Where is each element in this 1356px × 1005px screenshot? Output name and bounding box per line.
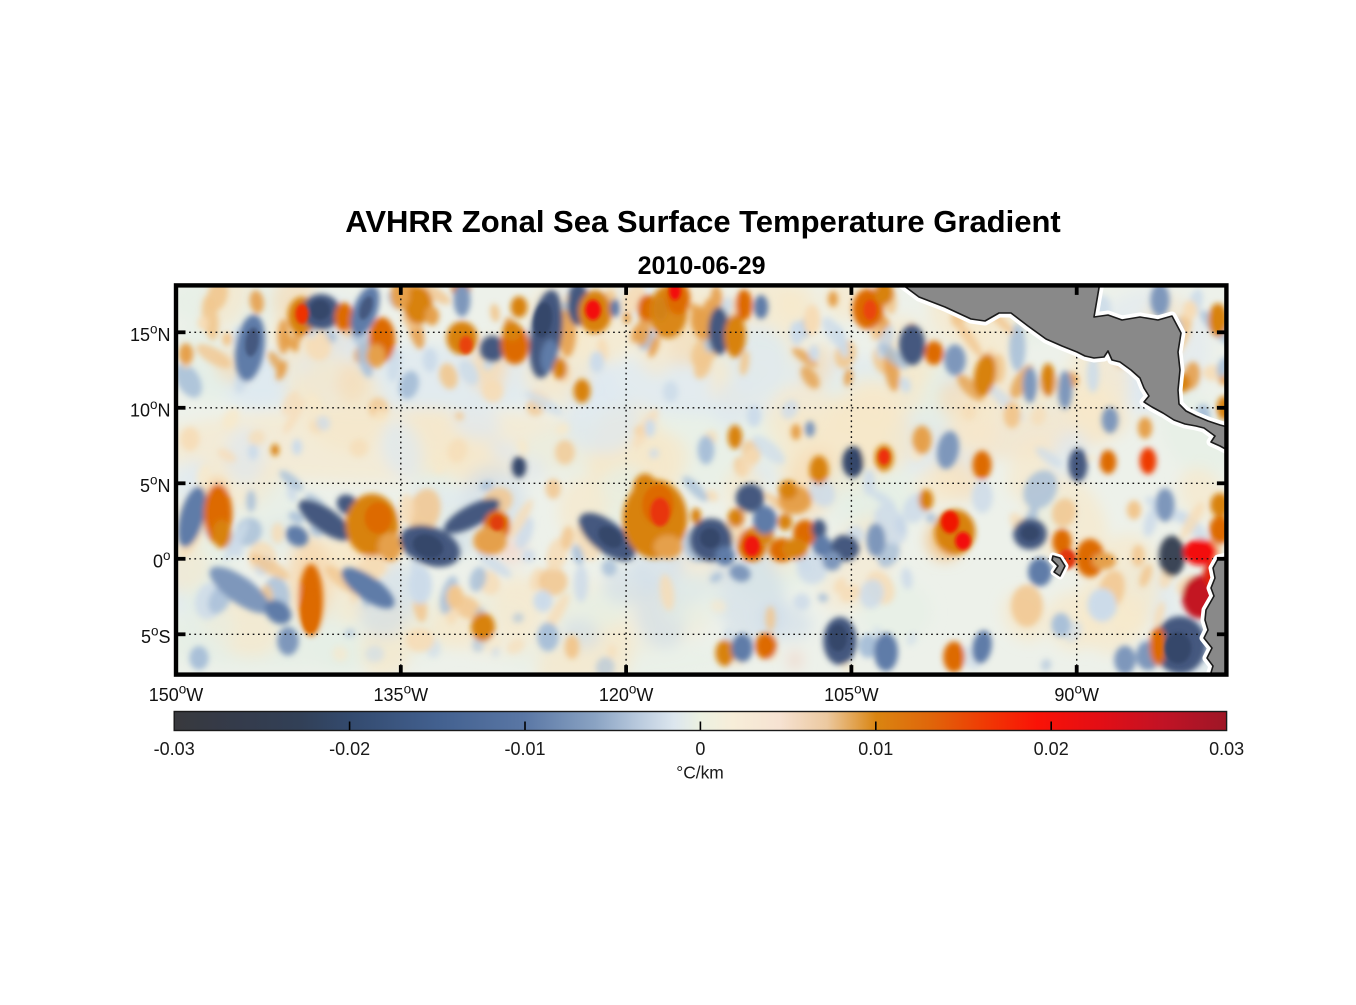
svg-text:0.02: 0.02 [1034, 739, 1069, 759]
svg-text:0: 0 [695, 739, 705, 759]
svg-text:2010-06-29: 2010-06-29 [638, 252, 766, 280]
svg-text:-0.03: -0.03 [154, 739, 195, 759]
svg-text:AVHRR Zonal Sea Surface Temper: AVHRR Zonal Sea Surface Temperature Grad… [345, 204, 1060, 239]
svg-text:0.03: 0.03 [1209, 739, 1244, 759]
svg-text:°C/km: °C/km [676, 763, 724, 783]
svg-text:5oN: 5oN [140, 473, 171, 497]
svg-text:0.01: 0.01 [858, 739, 893, 759]
svg-text:10oN: 10oN [130, 397, 171, 421]
svg-text:105oW: 105oW [824, 682, 879, 706]
svg-text:-0.02: -0.02 [329, 739, 370, 759]
svg-text:-0.01: -0.01 [504, 739, 545, 759]
svg-text:90oW: 90oW [1054, 682, 1099, 706]
svg-text:135oW: 135oW [374, 682, 429, 706]
svg-text:15oN: 15oN [130, 322, 171, 346]
svg-text:120oW: 120oW [599, 682, 654, 706]
svg-text:150oW: 150oW [149, 682, 204, 706]
svg-text:5oS: 5oS [141, 624, 171, 648]
